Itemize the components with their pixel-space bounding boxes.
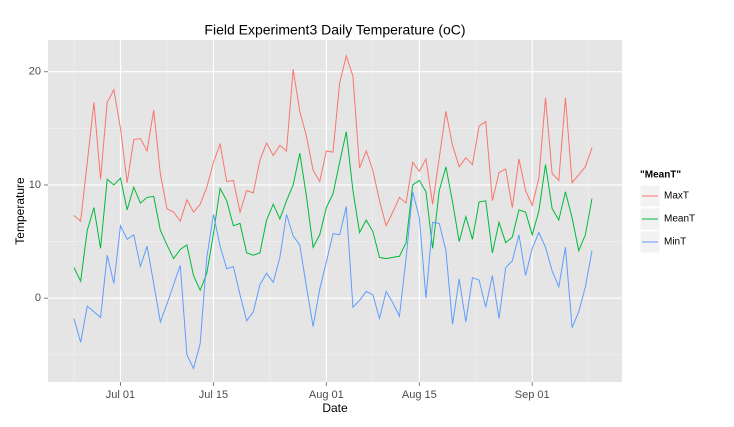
y-axis-label: Temperature: [13, 177, 27, 245]
legend-label: MeanT: [664, 214, 695, 225]
legend-label: MaxT: [664, 191, 689, 202]
series-line: [73, 191, 593, 370]
y-tick-label: 0: [35, 292, 41, 304]
series-line: [73, 54, 593, 228]
y-tick-label: 20: [29, 66, 41, 78]
x-tick-label: Jul 01: [106, 389, 135, 401]
legend-label: MinT: [664, 237, 686, 248]
y-tick-label: 10: [29, 179, 41, 191]
legend-title: "MeanT": [640, 170, 681, 181]
x-axis-label: Date: [322, 401, 348, 415]
x-tick-label: Aug 01: [309, 389, 344, 401]
x-tick-label: Sep 01: [515, 389, 550, 401]
chart-title: Field Experiment3 Daily Temperature (oC): [204, 22, 465, 38]
series-line: [73, 131, 593, 292]
x-tick-label: Aug 15: [402, 389, 437, 401]
panel: [48, 40, 622, 382]
x-tick-label: Jul 15: [199, 389, 228, 401]
